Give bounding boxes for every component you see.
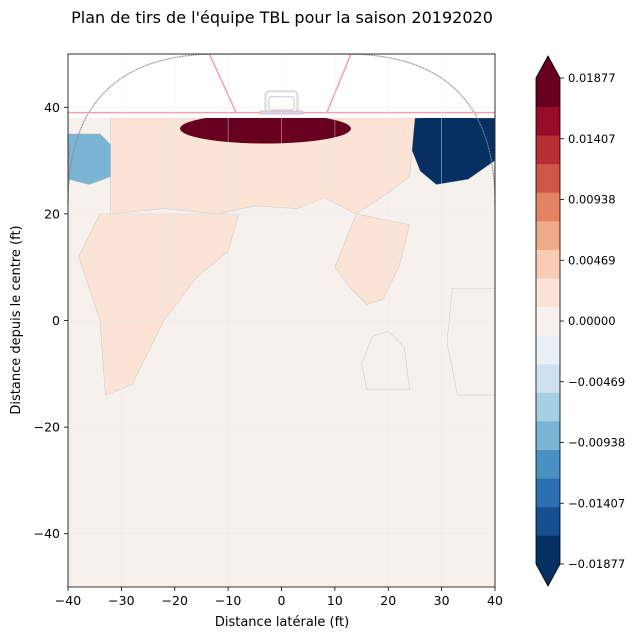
x-tick-label: 20: [380, 593, 396, 608]
density-region-far-right-warm: [446, 288, 495, 396]
colorbar-segment: [536, 506, 560, 536]
colorbar-extend-max: [536, 56, 560, 78]
chart-title: Plan de tirs de l'équipe TBL pour la sai…: [71, 8, 493, 27]
density-region-right-warm-lobe: [334, 213, 410, 305]
colorbar-tick-label: 0.00938: [568, 193, 616, 207]
colorbar: 0.01877 0.01407 0.00938 0.00469 0.00000 −0.00…: [535, 55, 625, 587]
colorbar-tick-label: −0.01877: [568, 557, 625, 571]
colorbar-segment: [536, 306, 560, 336]
colorbar-segment: [536, 106, 560, 136]
colorbar-segment: [536, 192, 560, 222]
x-tick-label: 0: [278, 593, 286, 608]
y-tick-label: −40: [34, 526, 60, 541]
colorbar-tick-label: 0.01407: [568, 132, 616, 146]
y-tick-label: 40: [44, 100, 60, 115]
plot-area: [67, 54, 496, 587]
density-region-left-warm-lobe: [78, 213, 240, 396]
colorbar-segment: [536, 335, 560, 365]
colorbar-segment: [536, 278, 560, 308]
x-axis-label: Distance latérale (ft): [215, 615, 349, 630]
x-tick-label: −10: [215, 593, 241, 608]
colorbar-tick-label: −0.00938: [568, 436, 625, 450]
colorbar-segment: [536, 535, 560, 565]
y-tick-label: −20: [34, 420, 60, 435]
x-tick-label: −40: [55, 593, 81, 608]
colorbar-tick-label: 0.01877: [568, 71, 616, 85]
colorbar-tick-label: −0.01407: [568, 496, 625, 510]
x-tick-label: 10: [327, 593, 343, 608]
colorbar-segment: [536, 249, 560, 279]
axes: −40 −30 −20 −10 0 10 20 30 40 −40 −20 0 20 40: [34, 53, 503, 608]
y-tick-label: 20: [44, 206, 60, 221]
colorbar-segment: [536, 163, 560, 193]
colorbar-segment: [536, 220, 560, 250]
colorbar-segment: [536, 135, 560, 165]
cold-core: [414, 109, 479, 148]
y-tick-label: 0: [52, 313, 60, 328]
colorbar-segment: [536, 478, 560, 508]
density-region-slot-warm: [110, 117, 416, 215]
x-tick-label: 40: [487, 593, 503, 608]
colorbar-segment: [536, 78, 560, 107]
colorbar-segment: [536, 392, 560, 422]
x-tick-label: −20: [162, 593, 188, 608]
y-axis-label: Distance depuis le centre (ft): [9, 225, 24, 414]
x-tick-label: 30: [434, 593, 450, 608]
cold-core-left: [76, 141, 109, 164]
colorbar-extend-min: [536, 564, 560, 586]
colorbar-tick-label: 0.00000: [568, 314, 616, 328]
colorbar-segment: [536, 421, 560, 451]
colorbar-tick-label: 0.00469: [568, 253, 616, 267]
x-tick-label: −30: [108, 593, 134, 608]
colorbar-segment: [536, 449, 560, 479]
colorbar-tick-label: −0.00469: [568, 375, 625, 389]
colorbar-segment: [536, 363, 560, 393]
hot-core: [180, 113, 351, 144]
